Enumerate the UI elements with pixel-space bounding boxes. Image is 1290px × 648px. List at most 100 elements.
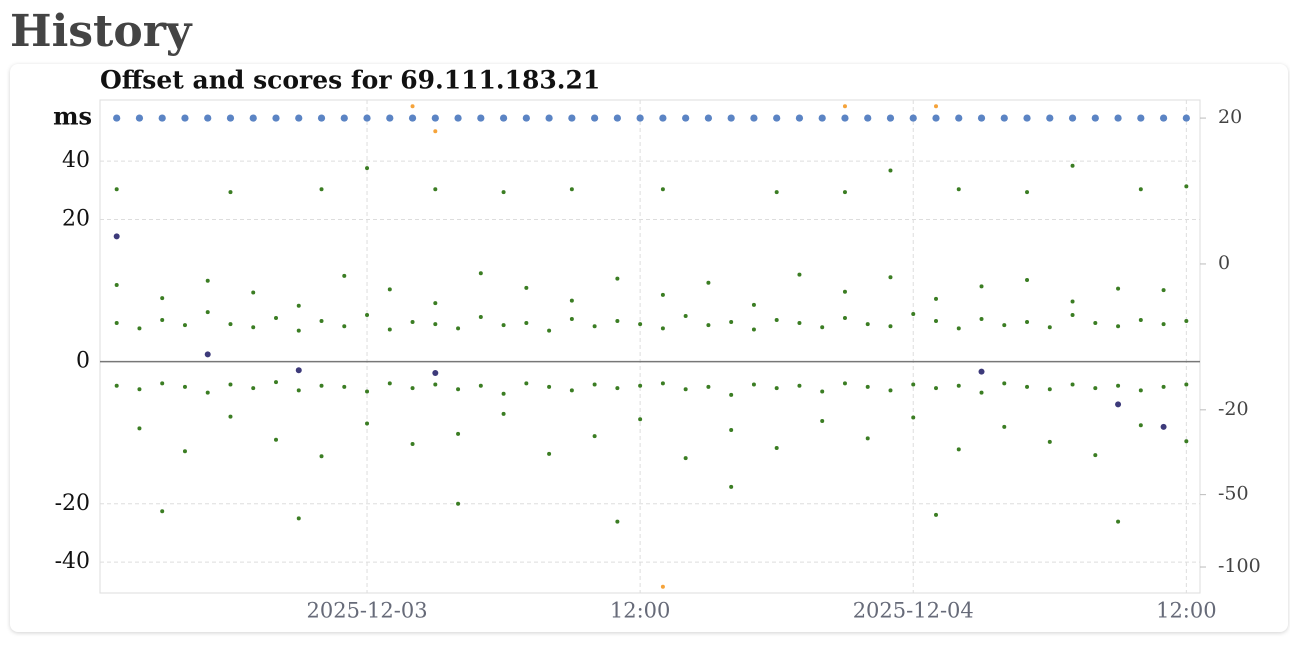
y-axis-label: ms bbox=[53, 102, 92, 131]
data-point bbox=[706, 280, 711, 285]
data-point bbox=[342, 273, 347, 278]
data-point bbox=[932, 114, 940, 122]
data-point bbox=[454, 114, 462, 122]
data-point bbox=[934, 512, 938, 517]
data-point bbox=[888, 388, 893, 393]
y2-tick-label: 0 bbox=[1218, 252, 1230, 274]
data-point bbox=[386, 114, 394, 122]
data-point bbox=[1000, 114, 1008, 122]
data-point bbox=[934, 104, 938, 109]
data-point bbox=[478, 271, 483, 276]
data-point bbox=[204, 351, 211, 358]
data-point bbox=[272, 114, 280, 122]
data-point bbox=[319, 454, 324, 459]
data-point bbox=[909, 114, 917, 122]
data-point bbox=[433, 187, 438, 192]
data-point bbox=[1138, 317, 1143, 322]
y2-tick-label: -20 bbox=[1218, 398, 1249, 420]
data-point bbox=[1138, 388, 1143, 393]
data-point bbox=[615, 276, 620, 281]
data-point bbox=[433, 382, 438, 387]
y-tick-label: 40 bbox=[62, 148, 90, 173]
data-point bbox=[1023, 114, 1031, 122]
data-point bbox=[615, 386, 620, 391]
data-point bbox=[729, 428, 734, 433]
data-point bbox=[524, 381, 529, 386]
x-tick-label: 12:00 bbox=[610, 599, 671, 623]
data-point bbox=[365, 166, 370, 171]
data-point bbox=[182, 323, 187, 328]
chart-title: Offset and scores for 69.111.183.21 bbox=[100, 66, 600, 95]
data-point bbox=[1138, 187, 1143, 192]
data-point bbox=[615, 519, 620, 524]
data-point bbox=[659, 114, 667, 122]
data-point bbox=[1070, 299, 1075, 304]
data-point bbox=[1116, 383, 1121, 388]
data-point bbox=[114, 187, 119, 192]
data-point bbox=[1116, 286, 1121, 291]
data-point bbox=[499, 114, 508, 122]
data-point bbox=[660, 584, 665, 589]
data-point bbox=[1159, 114, 1168, 122]
data-point bbox=[1091, 114, 1099, 122]
data-point bbox=[1002, 381, 1007, 386]
data-point bbox=[524, 285, 529, 290]
data-point bbox=[842, 190, 847, 195]
data-point bbox=[158, 114, 166, 122]
data-point bbox=[365, 421, 370, 426]
data-point bbox=[660, 292, 665, 297]
data-point bbox=[977, 114, 986, 122]
data-point bbox=[979, 284, 984, 289]
data-point bbox=[1093, 453, 1098, 458]
data-point bbox=[433, 322, 438, 327]
data-point bbox=[387, 287, 392, 292]
data-point bbox=[410, 104, 415, 109]
data-point bbox=[319, 318, 324, 323]
data-point bbox=[751, 327, 756, 332]
data-point bbox=[363, 114, 371, 122]
data-point bbox=[592, 324, 597, 329]
data-point bbox=[569, 187, 574, 192]
data-point bbox=[1137, 114, 1145, 122]
data-point bbox=[522, 114, 530, 122]
data-point bbox=[911, 415, 916, 420]
data-point bbox=[114, 321, 119, 326]
data-point bbox=[795, 114, 804, 122]
data-point bbox=[820, 418, 825, 423]
data-point bbox=[774, 446, 779, 451]
data-point bbox=[660, 187, 665, 192]
data-point bbox=[1093, 386, 1098, 391]
data-point bbox=[1161, 384, 1166, 389]
data-point bbox=[706, 384, 711, 389]
plot-area bbox=[99, 99, 1201, 594]
data-point bbox=[137, 426, 142, 431]
data-point bbox=[113, 233, 120, 240]
data-point bbox=[113, 114, 121, 122]
data-point bbox=[934, 296, 938, 301]
data-point bbox=[1002, 424, 1007, 429]
data-point bbox=[228, 322, 233, 327]
data-point bbox=[205, 310, 210, 315]
data-point bbox=[478, 383, 483, 388]
data-point bbox=[683, 313, 688, 318]
data-point bbox=[160, 509, 165, 514]
y2-tick-label: 20 bbox=[1218, 106, 1242, 128]
data-point bbox=[956, 383, 961, 388]
data-point bbox=[182, 384, 187, 389]
data-point bbox=[842, 104, 847, 109]
data-point bbox=[410, 386, 415, 391]
data-point bbox=[636, 114, 644, 122]
data-point bbox=[638, 383, 643, 388]
data-point bbox=[865, 322, 870, 327]
data-point bbox=[501, 323, 506, 328]
data-point bbox=[569, 388, 574, 393]
data-point bbox=[433, 129, 438, 134]
data-point bbox=[547, 451, 552, 456]
data-point bbox=[682, 114, 690, 122]
data-point bbox=[797, 272, 802, 277]
data-point bbox=[524, 321, 529, 326]
data-point bbox=[205, 278, 210, 283]
data-point bbox=[592, 434, 597, 439]
